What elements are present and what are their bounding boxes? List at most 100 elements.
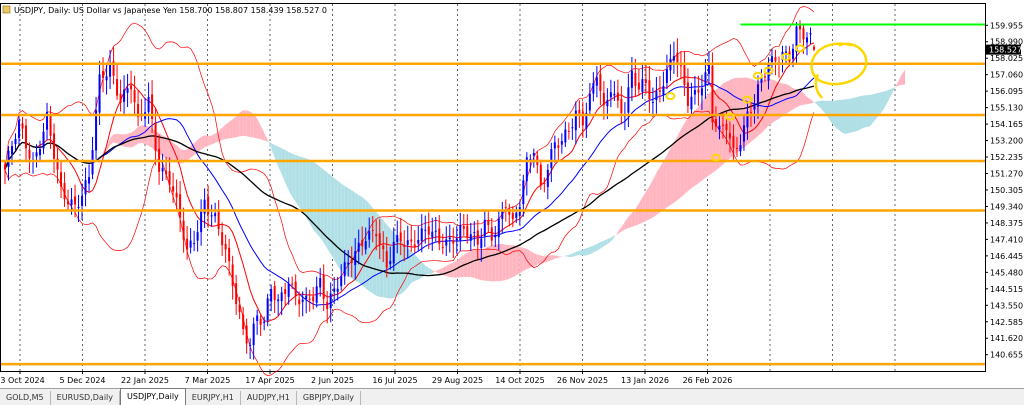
candle-body bbox=[725, 123, 728, 130]
chart-background bbox=[0, 0, 1024, 388]
cloud-segment bbox=[295, 155, 300, 207]
candle-body bbox=[651, 101, 654, 103]
cloud-segment bbox=[887, 88, 892, 103]
tab-gbpjpy-daily[interactable]: GBPJPY,Daily bbox=[297, 391, 362, 405]
plot-frame bbox=[0, 3, 986, 372]
candle-body bbox=[602, 92, 605, 106]
candle-body bbox=[112, 61, 115, 76]
cloud-segment bbox=[320, 166, 324, 243]
cloud-segment bbox=[663, 154, 667, 210]
cloud-segment bbox=[449, 262, 454, 278]
cloud-segment bbox=[432, 269, 436, 274]
candle-body bbox=[406, 240, 409, 245]
candle-body bbox=[609, 92, 612, 98]
candle-body bbox=[221, 232, 224, 246]
x-tick-label: 14 Oct 2025 bbox=[495, 376, 544, 385]
cloud-segment bbox=[715, 86, 720, 171]
y-tick-label: 140.655 bbox=[990, 351, 1023, 360]
candle-body bbox=[774, 56, 777, 62]
candle-body bbox=[644, 79, 647, 84]
candle-body bbox=[182, 220, 185, 240]
tab-audjpy-h1[interactable]: AUDJPY,H1 bbox=[241, 391, 297, 405]
candle-body bbox=[658, 90, 661, 92]
usdjpy-chart[interactable]: 159.955 158.990 158.025 157.060 156.095 155.1… bbox=[0, 0, 1024, 388]
candle-body bbox=[378, 233, 381, 245]
cloud-segment bbox=[698, 101, 702, 184]
cloud-segment bbox=[810, 99, 814, 104]
cloud-segment bbox=[148, 126, 153, 149]
candle-body bbox=[683, 65, 686, 85]
candle-body bbox=[679, 65, 682, 67]
candle-body bbox=[354, 251, 357, 266]
ma-line-black bbox=[4, 85, 815, 277]
tab-usdjpy-daily[interactable]: USDJPY,Daily bbox=[120, 388, 186, 405]
candle-body bbox=[770, 56, 773, 63]
symbol-tab-bar: GOLD,M5 EURUSD,Daily USDJPY,Daily EURJPY,H1… bbox=[0, 388, 1024, 405]
candle-body bbox=[480, 238, 483, 248]
candle-body bbox=[224, 243, 227, 250]
cloud-segment bbox=[334, 178, 338, 266]
cloud-segment bbox=[579, 249, 583, 256]
candle-body bbox=[686, 82, 689, 106]
candle-body bbox=[399, 232, 402, 242]
bollinger-lower-line bbox=[4, 110, 815, 377]
candle-body bbox=[98, 74, 101, 113]
marker-circle bbox=[665, 92, 676, 101]
cloud-segment bbox=[530, 250, 534, 268]
cloud-segment bbox=[866, 94, 871, 127]
cloud-segment bbox=[596, 242, 601, 251]
candle-body bbox=[550, 149, 553, 168]
cloud-segment bbox=[306, 158, 310, 224]
cloud-segment bbox=[211, 133, 216, 145]
cloud-segment bbox=[470, 249, 475, 278]
candle-body bbox=[539, 164, 542, 186]
cloud-segment bbox=[691, 110, 695, 189]
cloud-segment bbox=[271, 143, 275, 158]
candle-body bbox=[193, 243, 196, 245]
cloud-segment bbox=[96, 158, 100, 170]
cloud-segment bbox=[642, 191, 646, 223]
cloud-segment bbox=[828, 100, 832, 123]
candle-body bbox=[63, 183, 66, 200]
cloud-segment bbox=[215, 131, 219, 143]
cloud-segment bbox=[561, 255, 566, 257]
cloud-segment bbox=[292, 153, 296, 202]
candle-body bbox=[392, 241, 395, 264]
tab-eurjpy-h1[interactable]: EURJPY,H1 bbox=[186, 391, 241, 405]
candle-body bbox=[760, 77, 763, 83]
candle-body bbox=[235, 283, 238, 305]
tab-eurusd-daily[interactable]: EURUSD,Daily bbox=[51, 391, 121, 405]
cloud-segment bbox=[106, 138, 111, 152]
candle-body bbox=[154, 122, 157, 151]
candle-body bbox=[298, 299, 301, 305]
candle-body bbox=[382, 245, 385, 250]
cloud-segment bbox=[187, 145, 191, 161]
candle-body bbox=[466, 225, 469, 238]
cloud-segment bbox=[355, 192, 359, 283]
cloud-segment bbox=[575, 250, 580, 256]
candle-body bbox=[599, 73, 602, 92]
candle-body bbox=[557, 145, 560, 148]
candle-body bbox=[214, 213, 217, 217]
cloud-segment bbox=[603, 239, 608, 247]
candle-body bbox=[207, 196, 210, 215]
cloud-segment bbox=[607, 237, 611, 245]
candle-body bbox=[46, 112, 49, 130]
horizontal-levels[interactable] bbox=[1, 23, 985, 366]
cloud-segment bbox=[141, 125, 146, 145]
candle-body bbox=[662, 86, 665, 95]
freehand-scribble bbox=[810, 42, 868, 99]
candle-body bbox=[126, 88, 129, 93]
candle-body bbox=[70, 199, 73, 206]
cloud-segment bbox=[425, 265, 429, 276]
cloud-segment bbox=[792, 88, 797, 110]
tab-gold-m5[interactable]: GOLD,M5 bbox=[0, 391, 51, 405]
candle-body bbox=[424, 229, 427, 231]
candle-body bbox=[361, 239, 364, 247]
candle-body bbox=[483, 219, 486, 236]
candle-body bbox=[455, 238, 458, 241]
candle-body bbox=[511, 212, 514, 220]
cloud-segment bbox=[421, 262, 426, 278]
x-tick-label: 23 Oct 2024 bbox=[0, 376, 45, 385]
candle-body bbox=[39, 149, 42, 156]
